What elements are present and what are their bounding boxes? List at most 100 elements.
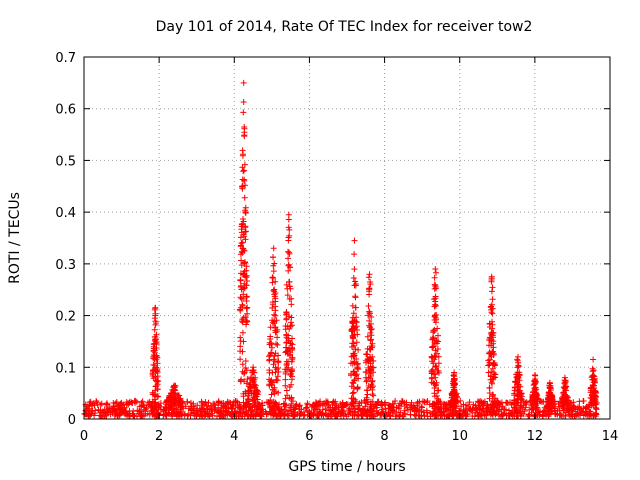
data-point (352, 304, 359, 311)
data-point (351, 326, 357, 333)
data-point (283, 334, 290, 341)
data-point (430, 408, 437, 415)
data-point (236, 413, 243, 420)
data-point (240, 216, 246, 222)
data-point (397, 412, 403, 419)
data-point (363, 408, 370, 415)
data-point (312, 406, 319, 412)
data-point (271, 390, 278, 397)
data-point (431, 312, 438, 319)
data-point (239, 329, 246, 336)
data-point (288, 295, 295, 302)
data-point (281, 411, 288, 418)
data-point (506, 407, 512, 414)
data-point (366, 286, 372, 293)
data-point (103, 401, 110, 408)
data-point (233, 398, 240, 405)
data-point (451, 369, 458, 376)
data-point (240, 109, 247, 116)
data-point (110, 400, 117, 406)
data-point (401, 407, 408, 414)
data-point (239, 152, 246, 159)
x-tick-label: 10 (451, 429, 468, 444)
data-point (539, 412, 546, 419)
data-point (239, 301, 246, 308)
data-point (430, 401, 436, 408)
data-point (488, 329, 495, 336)
data-point (514, 378, 521, 385)
data-point (239, 239, 246, 246)
data-point (282, 382, 289, 389)
data-point (242, 228, 249, 235)
data-point (282, 349, 289, 356)
data-point (352, 371, 358, 378)
data-point (451, 386, 458, 393)
data-point (185, 411, 192, 418)
data-point (286, 345, 292, 352)
data-point (485, 369, 492, 376)
data-point (351, 359, 358, 366)
data-point (237, 234, 244, 241)
data-point (487, 411, 494, 418)
data-point (166, 392, 173, 399)
data-point (237, 307, 244, 314)
data-point (272, 369, 279, 376)
data-point (169, 396, 176, 403)
data-point (347, 360, 354, 367)
data-point (251, 390, 258, 397)
data-point (476, 402, 483, 409)
data-point (241, 284, 248, 291)
data-point (244, 376, 251, 383)
data-point (240, 338, 247, 345)
data-point (590, 379, 597, 386)
data-point (490, 391, 497, 398)
axis-ticks: 0 2 4 6 8 10 12 14 0 0.1 0.2 0.3 0.4 0.5 0.6 0.7 (55, 51, 618, 444)
data-point (152, 387, 159, 394)
data-point (240, 271, 247, 278)
data-point (441, 412, 448, 419)
data-point (332, 412, 339, 419)
data-point (438, 410, 445, 416)
data-point (367, 354, 374, 360)
data-point (241, 194, 248, 201)
data-point (239, 164, 246, 171)
data-point (237, 334, 244, 341)
data-point (119, 402, 126, 409)
data-point (151, 334, 158, 340)
data-point (362, 403, 369, 410)
data-point (552, 410, 559, 417)
data-point (353, 319, 360, 326)
data-point (225, 405, 232, 412)
data-point (366, 271, 373, 278)
data-point (241, 370, 247, 377)
data-point (105, 405, 112, 412)
data-point (515, 382, 522, 388)
data-point (518, 410, 525, 417)
x-tick-label: 14 (602, 429, 619, 444)
chart-title: Day 101 of 2014, Rate Of TEC Index for r… (156, 19, 533, 35)
data-point (282, 376, 289, 383)
data-point (493, 410, 500, 416)
data-point (518, 390, 525, 397)
y-tick-label: 0.5 (55, 154, 76, 169)
data-point (285, 364, 292, 371)
data-point (531, 381, 538, 388)
data-point (351, 331, 358, 338)
data-point (355, 346, 362, 353)
data-point (515, 353, 521, 360)
data-point (398, 398, 405, 405)
data-point (569, 411, 576, 418)
data-point (285, 248, 291, 255)
data-point (475, 412, 482, 419)
data-point (274, 334, 281, 341)
data-point (132, 399, 139, 406)
data-point (274, 341, 281, 348)
data-point (286, 313, 293, 320)
data-point (433, 269, 439, 276)
data-point (113, 399, 120, 405)
data-point (365, 364, 372, 371)
data-point (167, 405, 174, 411)
data-point (546, 379, 553, 386)
data-point (251, 382, 257, 389)
data-point (574, 404, 581, 411)
